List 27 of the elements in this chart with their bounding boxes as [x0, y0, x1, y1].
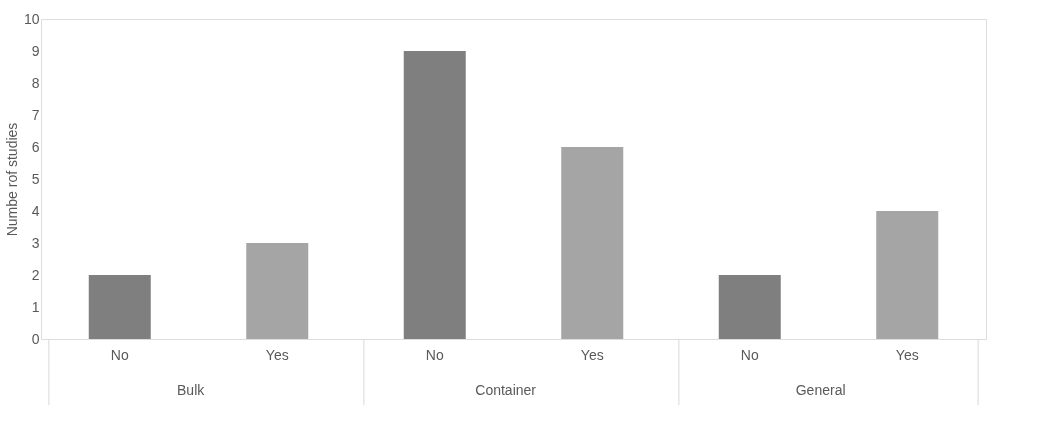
y-axis-title: Numbe rof studies	[3, 122, 20, 237]
text: Bulk	[177, 382, 206, 398]
y-tick-label: 2	[31, 266, 40, 283]
y-tick-label: 1	[31, 298, 40, 315]
y-tick-label: 5	[31, 170, 40, 187]
x-tick-label: Yes	[580, 347, 604, 363]
text: Container	[475, 382, 537, 398]
x-tick-label: Yes	[265, 347, 289, 363]
y-tick-label: 6	[31, 138, 40, 155]
x-tick-label: No	[740, 347, 759, 363]
y-tick-label: 10	[23, 10, 40, 27]
y-tick-label: 7	[31, 106, 40, 123]
y-tick-label: 9	[31, 42, 40, 59]
bar	[876, 211, 939, 339]
bar	[246, 243, 309, 339]
bar	[88, 275, 151, 339]
y-tick-label: 0	[31, 330, 40, 347]
text: General	[795, 382, 846, 398]
y-tick-label: 8	[31, 74, 40, 91]
x-tick-label: No	[425, 347, 444, 363]
x-tick-label: No	[110, 347, 129, 363]
x-tick-label: Yes	[895, 347, 919, 363]
y-tick-label: 4	[31, 202, 40, 219]
bar	[403, 51, 466, 339]
y-tick-label: 3	[31, 234, 40, 251]
bar	[718, 275, 781, 339]
bar	[561, 147, 624, 339]
